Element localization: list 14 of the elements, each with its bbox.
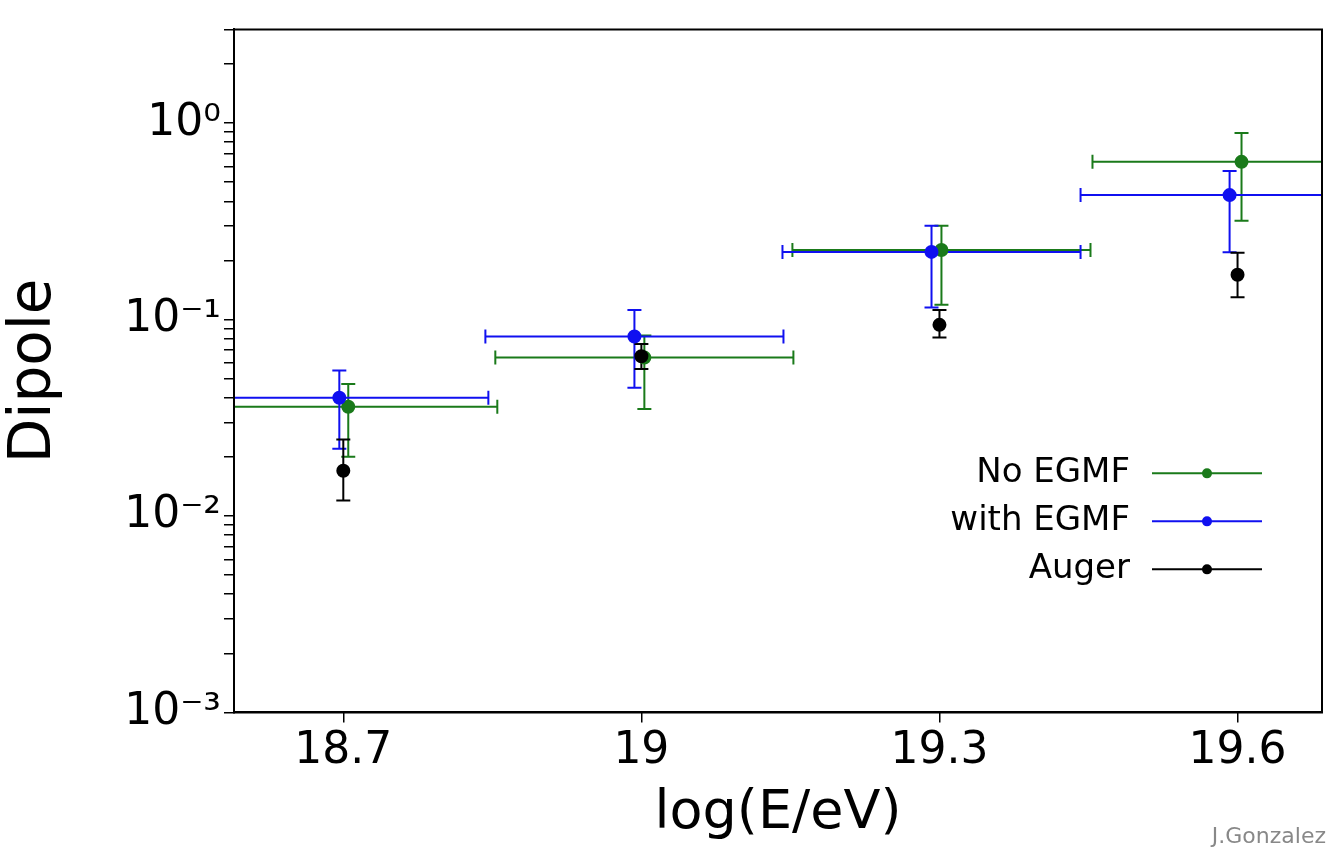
y-tick-label: 10⁻³	[124, 682, 221, 734]
x-tick-label: 19	[613, 722, 670, 774]
legend-label: No EGMF	[976, 450, 1130, 491]
legend-label: Auger	[1028, 546, 1131, 587]
x-tick-label: 18.7	[294, 722, 393, 774]
text: J.Gonzalez	[1209, 822, 1326, 848]
y-axis-title: Dipole	[0, 278, 64, 464]
y-tick-label: 10⁻²	[124, 486, 221, 538]
y-tick-label: 10⁰	[147, 93, 221, 145]
x-tick-label: 19.3	[890, 722, 989, 774]
x-tick-label: 19.6	[1188, 722, 1287, 774]
x-axis-title: log(E/eV)	[654, 777, 902, 841]
y-tick-label: 10⁻¹	[124, 289, 221, 341]
legend-label: with EGMF	[950, 498, 1130, 539]
